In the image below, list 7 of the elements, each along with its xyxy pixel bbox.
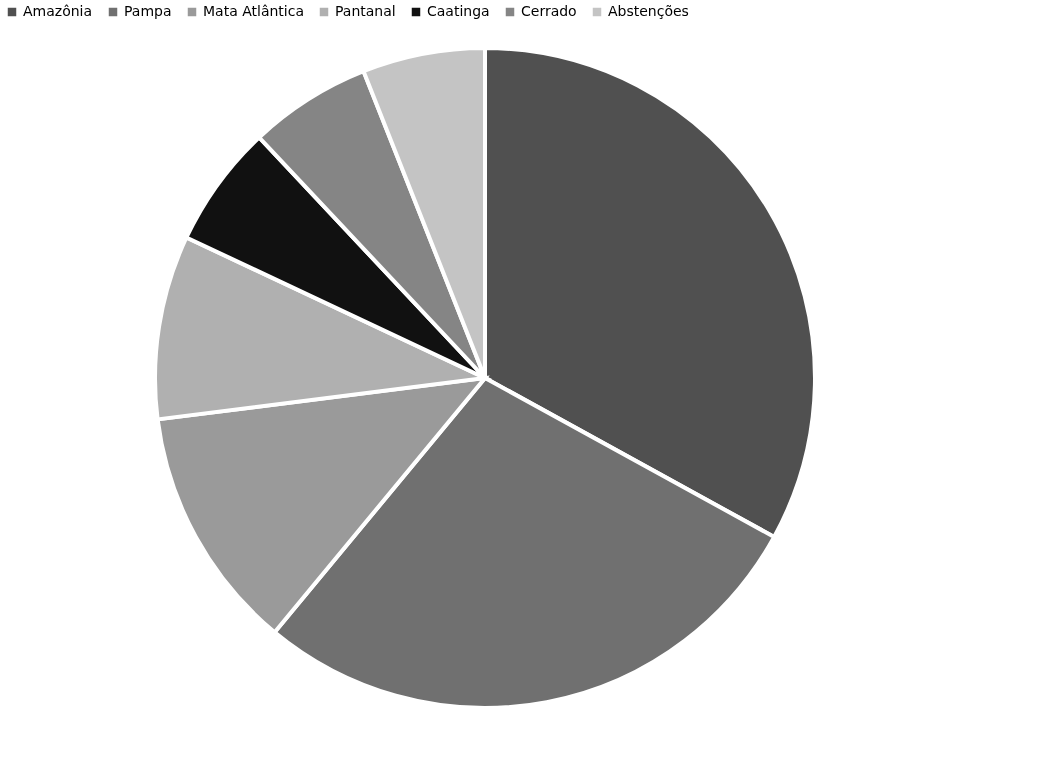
- legend-label: Amazônia: [23, 3, 93, 19]
- legend-label: Cerrado: [521, 3, 577, 19]
- legend-label: Mata Atlântica: [203, 3, 304, 19]
- legend-label: Caatinga: [427, 3, 490, 19]
- legend-label: Pantanal: [335, 3, 396, 19]
- legend-label: Abstenções: [608, 3, 689, 19]
- legend-label: Pampa: [124, 3, 172, 19]
